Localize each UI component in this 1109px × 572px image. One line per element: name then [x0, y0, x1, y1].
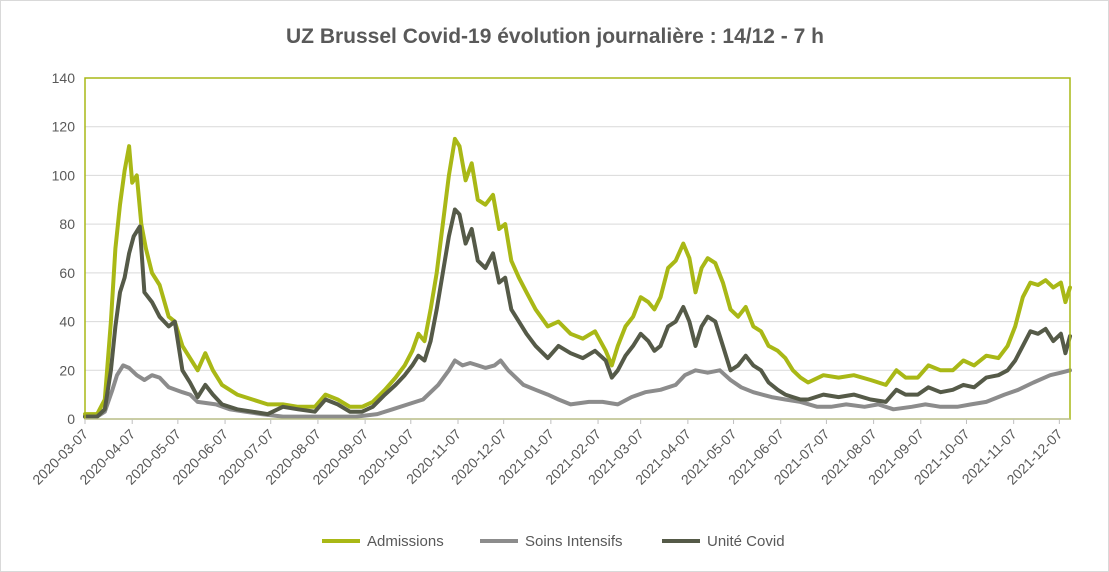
series-line	[83, 358, 1072, 419]
legend: Admissions Soins Intensifs Unité Covid	[322, 533, 785, 550]
y-tick-label: 120	[52, 119, 76, 135]
y-tick-label: 80	[59, 216, 75, 232]
y-tick-label: 40	[59, 314, 75, 330]
legend-label: Unité Covid	[707, 533, 785, 550]
legend-label: Admissions	[367, 533, 444, 550]
series-layer	[83, 136, 1072, 419]
y-axis: 0 20 40 60 80 100 120 140	[52, 70, 76, 427]
series-line	[83, 136, 1072, 417]
y-tick-label: 100	[52, 167, 76, 183]
series-line	[83, 207, 1072, 419]
y-tick-label: 20	[59, 362, 75, 378]
y-tick-label: 0	[67, 411, 75, 427]
chart-title: UZ Brussel Covid-19 évolution journalièr…	[286, 25, 824, 48]
y-tick-label: 60	[59, 265, 75, 281]
y-tick-label: 140	[52, 70, 76, 86]
legend-label: Soins Intensifs	[525, 533, 623, 550]
